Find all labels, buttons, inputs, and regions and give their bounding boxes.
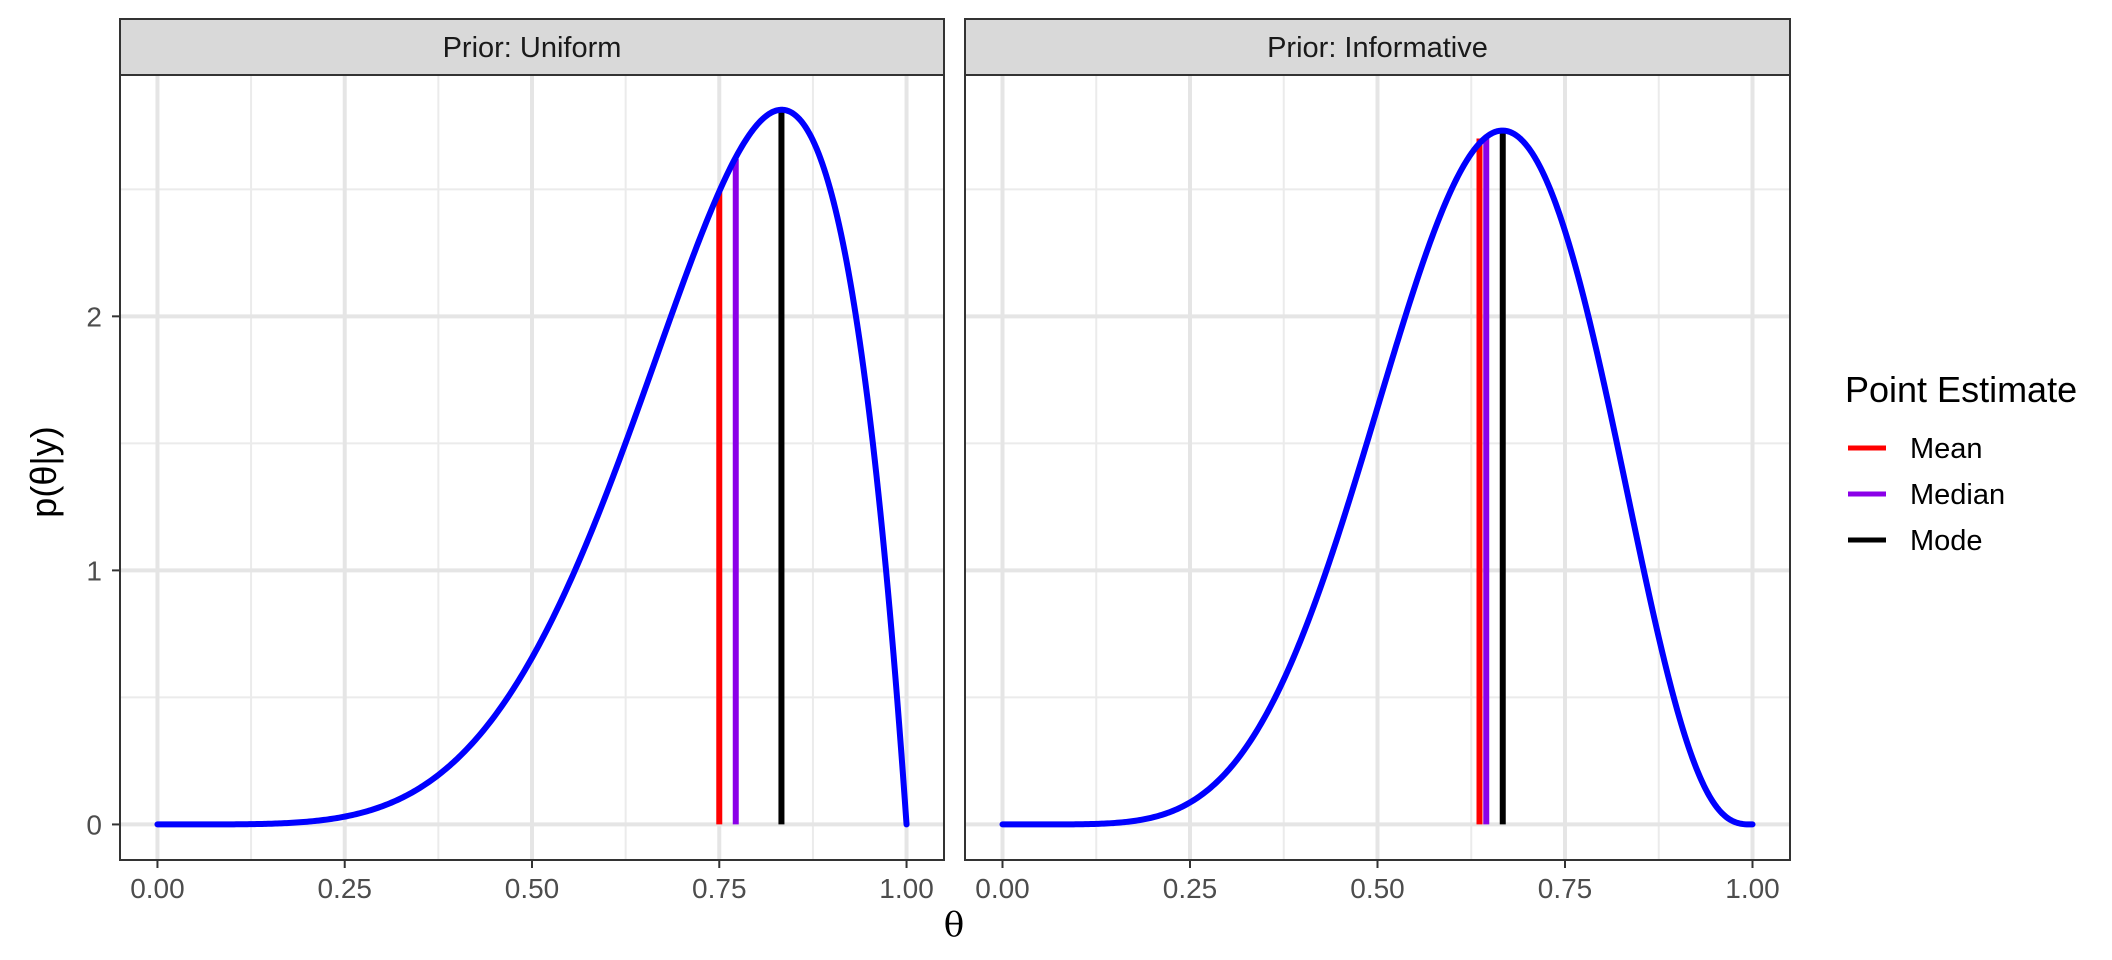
panel-strip (964, 18, 1791, 76)
x-tick-label: 0.50 (505, 873, 560, 904)
legend-item-median: Median (1848, 479, 2005, 511)
x-tick-label: 0.00 (130, 873, 185, 904)
panel-strip-title: Prior: Uniform (443, 32, 622, 64)
x-tick-label: 0.50 (1350, 873, 1405, 904)
legend-label-mean: Mean (1910, 433, 1983, 465)
x-tick-label: 0.25 (1163, 873, 1218, 904)
panel-informative: Prior: Informative 0.00 0.25 0.50 0.75 1.00 (964, 18, 1791, 904)
density-curve (999, 127, 1756, 828)
panel-uniform: Prior: Uniform 0.00 0.25 0.50 0.75 1.00 0 1 2 (86, 18, 945, 904)
x-axis-title: θ (944, 905, 964, 945)
legend-title: Point Estimate (1845, 369, 2077, 410)
x-tick-label: 0.00 (975, 873, 1030, 904)
legend: Point Estimate Mean Median Mode (1845, 369, 2077, 557)
panel-strip (119, 18, 945, 76)
y-tick-label: 1 (86, 555, 102, 586)
density-curve (154, 106, 910, 828)
legend-label-mode: Mode (1910, 525, 1983, 557)
x-tick-label: 1.00 (1725, 873, 1780, 904)
legend-label-median: Median (1910, 479, 2005, 511)
panel-strip-title: Prior: Informative (1267, 32, 1488, 64)
y-axis-title: p(θ|y) (23, 426, 64, 517)
x-tick-label: 1.00 (879, 873, 934, 904)
x-tick-label: 0.25 (317, 873, 372, 904)
legend-item-mode: Mode (1848, 525, 1983, 557)
x-tick-label: 0.75 (692, 873, 747, 904)
y-tick-label: 0 (86, 809, 102, 840)
x-tick-label: 0.75 (1538, 873, 1593, 904)
legend-item-mean: Mean (1848, 433, 1983, 465)
y-tick-label: 2 (86, 301, 102, 332)
